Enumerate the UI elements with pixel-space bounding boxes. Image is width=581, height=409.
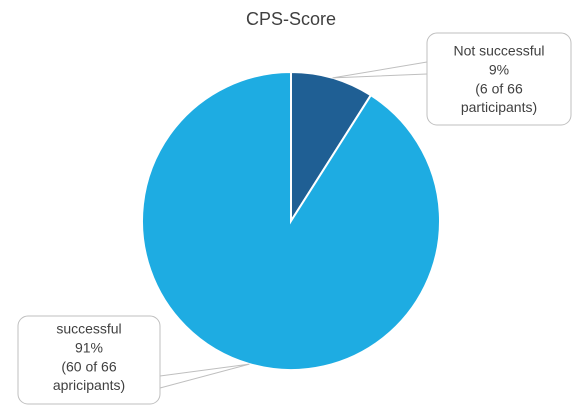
pie-slice	[141, 70, 441, 371]
value-label: 9%	[489, 62, 509, 78]
detail-label: participants)	[461, 99, 537, 115]
callout-leader	[159, 363, 250, 389]
slice-label: Not successful	[453, 43, 544, 59]
slice-label: successful	[56, 321, 121, 337]
detail-label: (6 of 66	[475, 81, 523, 97]
callout-leader	[332, 61, 428, 79]
detail-label: apricipants)	[53, 377, 125, 393]
callout-box	[17, 315, 161, 405]
detail-label: (60 of 66	[61, 359, 116, 375]
chart-title: CPS-Score	[246, 9, 336, 29]
callout-box	[426, 32, 572, 126]
value-label: 91%	[75, 340, 103, 356]
